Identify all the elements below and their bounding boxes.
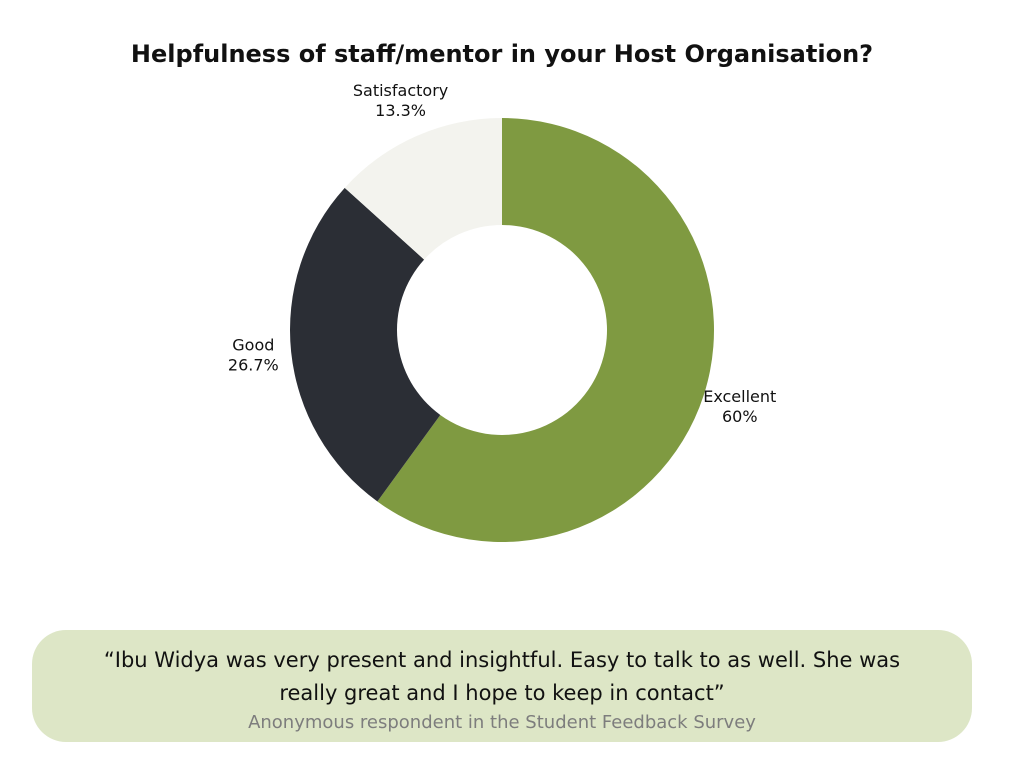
quote-text: “Ibu Widya was very present and insightf…	[103, 648, 901, 705]
slice-label: Excellent	[703, 387, 776, 406]
quote-box: “Ibu Widya was very present and insightf…	[32, 630, 972, 742]
slice-label: Satisfactory	[353, 81, 448, 100]
chart: Helpfulness of staff/mentor in your Host…	[131, 40, 873, 542]
slice-label: Good	[232, 335, 274, 354]
chart-title: Helpfulness of staff/mentor in your Host…	[131, 40, 873, 68]
donut-slice	[289, 187, 441, 502]
slice-value-label: 60%	[722, 407, 758, 426]
slice-value-label: 26.7%	[228, 355, 279, 374]
quote-attribution: Anonymous respondent in the Student Feed…	[248, 712, 756, 733]
donut-slice	[377, 118, 714, 542]
donut-slice	[344, 118, 502, 260]
slice-value-label: 13.3%	[375, 101, 426, 120]
